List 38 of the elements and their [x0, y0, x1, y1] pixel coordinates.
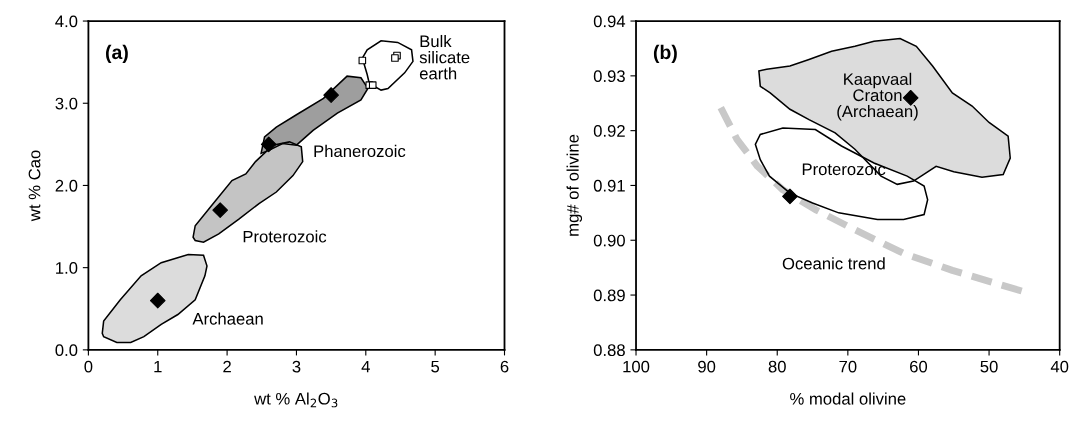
y-axis-title: wt % Cao: [28, 150, 41, 222]
series-label: Kaapvaal Craton (Archaean): [837, 72, 918, 121]
y-tick-label: 0.93: [593, 70, 625, 83]
y-tick-label: 0.94: [593, 15, 626, 28]
series-label: Bulk silicate earth: [419, 34, 470, 80]
y-tick-label: 0.0: [55, 344, 78, 357]
x-tick-label: 100: [623, 360, 650, 373]
y-tick-label: 3.0: [55, 97, 78, 110]
x-tick-label: 1: [154, 360, 162, 373]
y-tick-label: 1.0: [56, 262, 78, 274]
y-tick-label: 0.88: [593, 344, 625, 357]
x-tick-label: 4: [361, 360, 370, 373]
series-label: Proterozoic: [243, 230, 327, 243]
x-tick-label: 3: [292, 360, 301, 373]
y-axis-title: mg# of olivine: [566, 134, 583, 236]
x-tick-label: 5: [431, 360, 440, 373]
x-tick-label: 80: [768, 360, 786, 373]
x-axis-title: % modal olivine: [790, 392, 906, 405]
y-tick-label: 0.90: [593, 234, 625, 247]
x-tick-label: 50: [980, 360, 998, 373]
x-tick-label: 0: [84, 360, 93, 373]
x-tick-label: 2: [223, 360, 231, 373]
y-tick-label: 0.92: [593, 125, 625, 137]
series-label: Oceanic trend: [782, 257, 885, 270]
x-tick-label: 40: [1050, 360, 1069, 373]
series-label: Archaean: [192, 312, 263, 325]
x-tick-label: 70: [839, 360, 857, 373]
series-label: Phanerozoic: [314, 144, 406, 158]
x-axis-title: wt % Al$_{2}$O$_{3}$: [254, 392, 338, 408]
y-tick-label: 0.89: [593, 289, 625, 302]
x-tick-label: 60: [910, 360, 928, 373]
annotation: (b): [653, 44, 677, 63]
x-tick-label: 6: [500, 360, 509, 373]
y-tick-label: 4.0: [55, 15, 78, 28]
y-tick-label: 2.0: [55, 179, 78, 192]
y-tick-label: 0.91: [593, 179, 625, 192]
x-tick-label: 90: [698, 360, 716, 373]
annotation: (a): [106, 44, 128, 63]
